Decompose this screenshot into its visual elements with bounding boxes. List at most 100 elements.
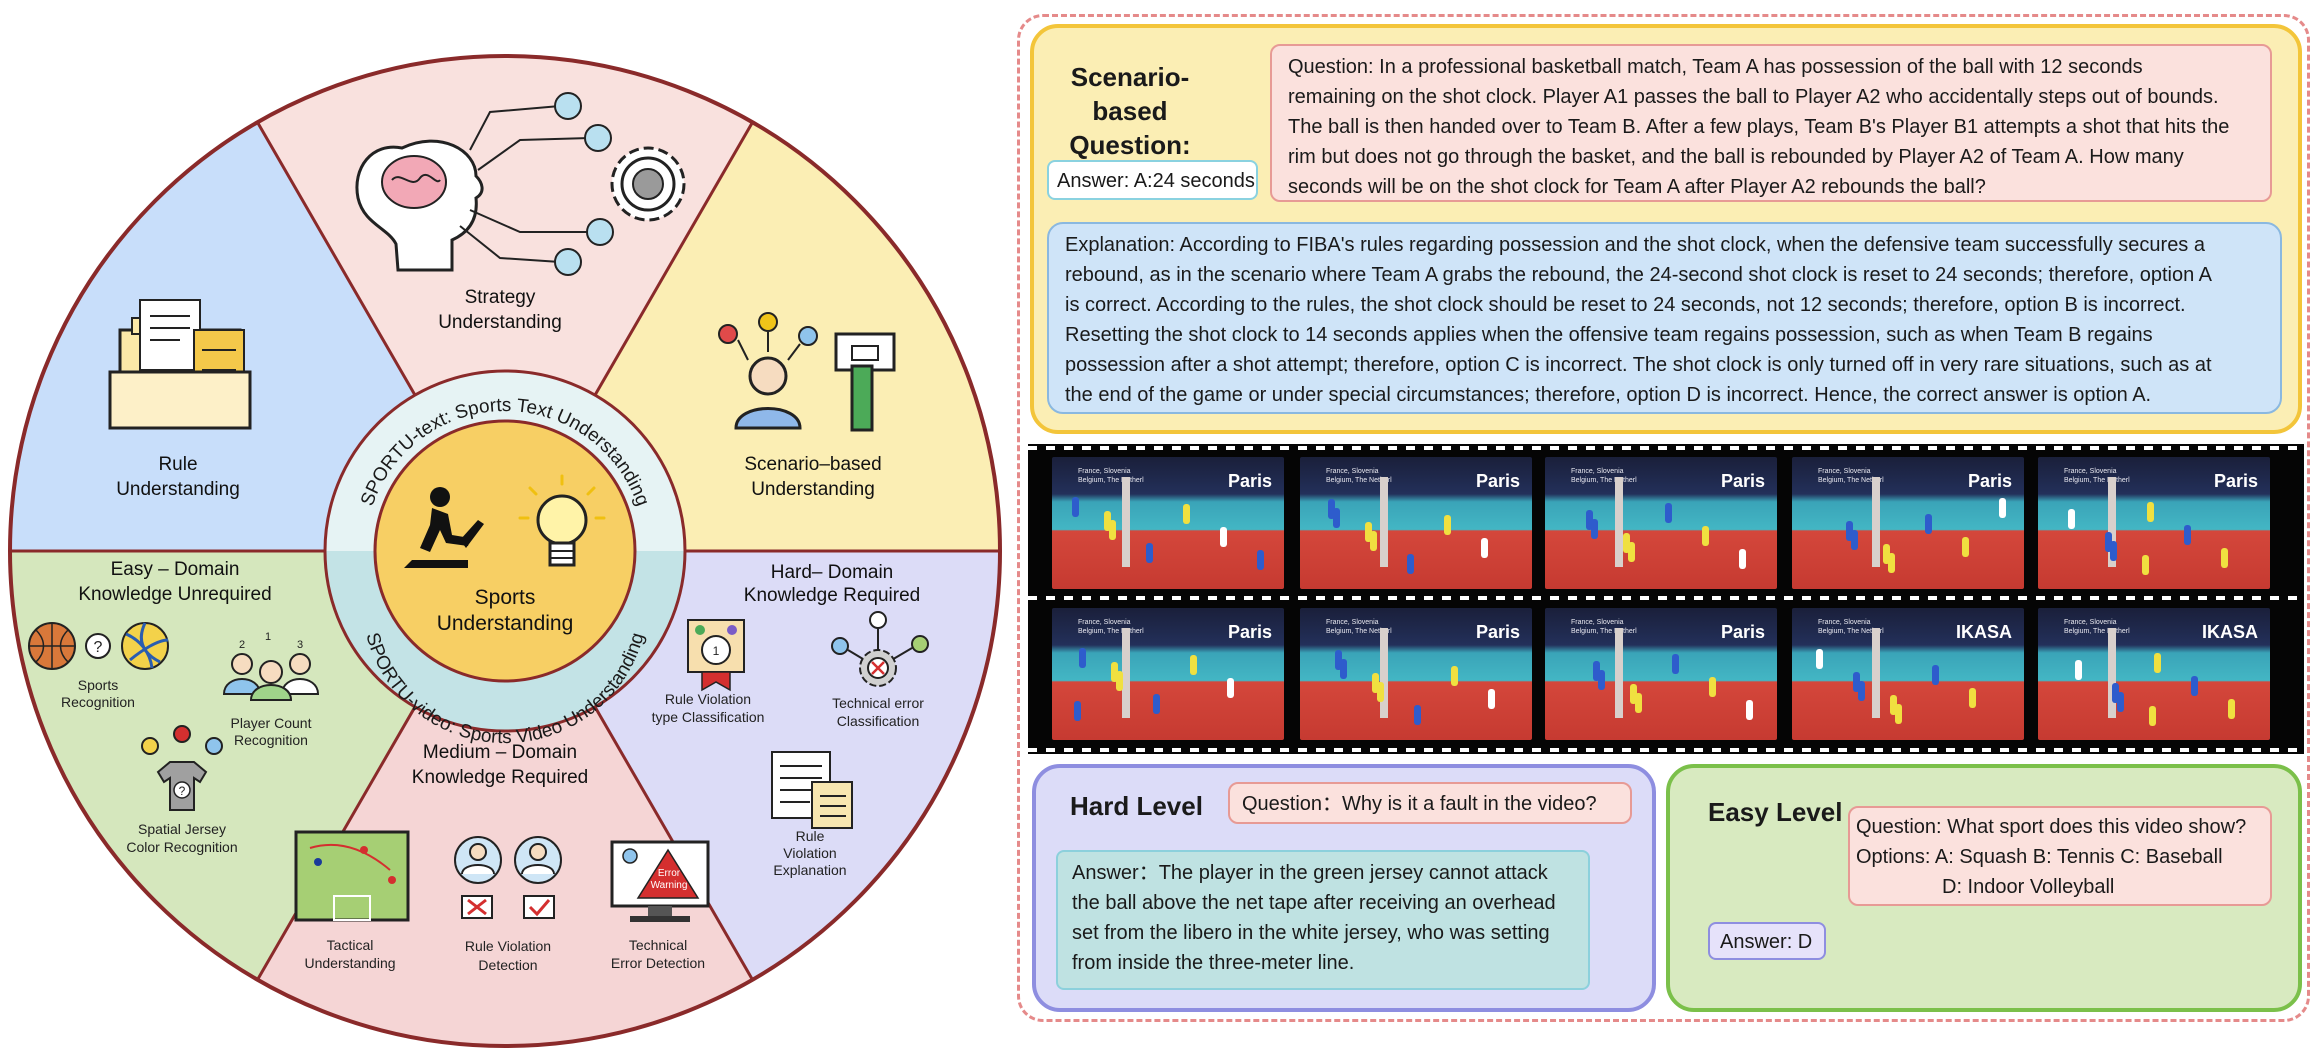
frame-player bbox=[1365, 522, 1372, 542]
frame-caption: France, Slovenia Belgium, The Netherl bbox=[1078, 618, 1144, 636]
frame-banner-text: Paris bbox=[1476, 471, 1520, 492]
frame-player bbox=[1074, 701, 1081, 721]
explanation-line: is correct. According to the rules, the … bbox=[1065, 290, 2264, 320]
video-frame: Paris France, Slovenia Belgium, The Nether… bbox=[1300, 608, 1532, 740]
frame-player bbox=[1335, 650, 1342, 670]
scenario-question-line: The ball is then handed over to Team B. … bbox=[1288, 112, 2254, 142]
frame-net bbox=[1872, 628, 1880, 718]
tech-error-line1: Technical bbox=[629, 937, 687, 953]
video-frame: Paris France, Slovenia Belgium, The Nether… bbox=[1300, 457, 1532, 589]
easy-question-bubble: Question: What sport does this video sho… bbox=[1848, 806, 2272, 906]
video-frame: Paris France, Slovenia Belgium, The Nether… bbox=[1545, 608, 1777, 740]
hard-answer-line: the ball above the net tape after receiv… bbox=[1072, 888, 1574, 918]
scenario-question-bubble: Question: In a professional basketball m… bbox=[1270, 44, 2272, 202]
hard-answer-bubble: Answer：The player in the green jersey ca… bbox=[1056, 850, 1590, 990]
frame-caption-line1: France, Slovenia bbox=[1078, 618, 1144, 627]
frame-player bbox=[2112, 683, 2119, 703]
scenario-label-line2: Understanding bbox=[751, 479, 875, 500]
scenario-answer-bubble: Answer: A:24 seconds bbox=[1047, 160, 1258, 200]
scenario-question-line: Question: In a professional basketball m… bbox=[1288, 52, 2254, 82]
frame-caption-line2: Belgium, The Netherl bbox=[1078, 476, 1144, 485]
rv-expl-line2: Violation bbox=[783, 845, 836, 861]
filmstrip-perforation-top bbox=[1028, 446, 2304, 450]
strategy-label-line1: Strategy bbox=[465, 287, 536, 308]
frame-net bbox=[1380, 477, 1388, 567]
scenario-question-line: remaining on the shot clock. Player A1 p… bbox=[1288, 82, 2254, 112]
frame-caption-line1: France, Slovenia bbox=[1571, 467, 1637, 476]
frame-caption-line2: Belgium, The Netherl bbox=[2064, 476, 2130, 485]
frame-player bbox=[2075, 660, 2082, 680]
frame-player bbox=[1328, 499, 1335, 519]
frame-player bbox=[1890, 695, 1897, 715]
rv-type-line2: type Classification bbox=[652, 709, 765, 725]
tactical-line1: Tactical bbox=[327, 937, 374, 953]
rule-violation-line2: Detection bbox=[478, 957, 537, 973]
frame-banner-text: Paris bbox=[1721, 622, 1765, 643]
frame-player bbox=[1488, 689, 1495, 709]
scenario-explanation-bubble: Explanation: According to FIBA's rules r… bbox=[1047, 222, 2282, 414]
frame-player bbox=[1414, 705, 1421, 725]
frame-player bbox=[1962, 537, 1969, 557]
frame-player bbox=[2154, 653, 2161, 673]
rv-expl-line3: Explanation bbox=[773, 862, 846, 878]
rv-type-line1: Rule Violation bbox=[665, 691, 751, 707]
video-frame: IKASA France, Slovenia Belgium, The Nether… bbox=[1792, 608, 2024, 740]
svg-text:Error: Error bbox=[658, 868, 681, 879]
medium-label-line1: Medium – Domain bbox=[423, 742, 577, 763]
sports-understanding-wheel: SPORTU-text: Sports Text Understanding S… bbox=[0, 0, 1010, 1051]
frame-banner-text: Paris bbox=[1228, 471, 1272, 492]
frame-player bbox=[1481, 538, 1488, 558]
hard-label-line1: Hard– Domain bbox=[771, 562, 894, 583]
scenario-title: Scenario-based Question: bbox=[1040, 60, 1220, 162]
scenario-question-line: rim but does not go through the basket, … bbox=[1288, 142, 2254, 172]
frame-player bbox=[1702, 526, 1709, 546]
frame-banner-text: IKASA bbox=[1956, 622, 2012, 643]
sports-recognition-line2: Recognition bbox=[61, 694, 135, 710]
easy-answer-text: Answer: D bbox=[1720, 931, 1812, 953]
video-frame: Paris France, Slovenia Belgium, The Nether… bbox=[1052, 457, 1284, 589]
hard-question-text: Question：Why is it a fault in the video? bbox=[1242, 793, 1597, 815]
hard-answer-line: set from the libero in the white jersey,… bbox=[1072, 918, 1574, 948]
hard-question-bubble: Question：Why is it a fault in the video? bbox=[1228, 782, 1632, 824]
rule-violation-line1: Rule Violation bbox=[465, 938, 551, 954]
frame-net bbox=[1615, 628, 1623, 718]
gear-icon bbox=[612, 148, 684, 220]
frame-caption: France, Slovenia Belgium, The Netherl bbox=[1078, 467, 1144, 485]
hard-level-title: Hard Level bbox=[1070, 790, 1203, 822]
frame-player bbox=[1111, 662, 1118, 682]
frame-banner-text: Paris bbox=[1476, 622, 1520, 643]
svg-text:?: ? bbox=[94, 639, 103, 656]
frame-player bbox=[1816, 649, 1823, 669]
frame-player bbox=[2068, 509, 2075, 529]
frame-player bbox=[1630, 684, 1637, 704]
frame-player bbox=[1104, 511, 1111, 531]
easy-level-title: Easy Level bbox=[1708, 796, 1842, 828]
scenario-title-line2: Question: bbox=[1040, 128, 1220, 162]
scenario-answer-text: Answer: A:24 seconds bbox=[1057, 170, 1255, 192]
frame-player bbox=[1451, 666, 1458, 686]
frame-caption-line1: France, Slovenia bbox=[1571, 618, 1637, 627]
frame-player bbox=[1709, 677, 1716, 697]
medium-label-line2: Knowledge Required bbox=[412, 767, 588, 788]
frame-net bbox=[1380, 628, 1388, 718]
explanation-line: the end of the game or under special cir… bbox=[1065, 380, 2264, 410]
frame-player bbox=[1672, 654, 1679, 674]
strategy-label-line2: Understanding bbox=[438, 312, 562, 333]
frame-player bbox=[2191, 676, 2198, 696]
frame-net bbox=[1872, 477, 1880, 567]
frame-caption: France, Slovenia Belgium, The Netherl bbox=[1571, 467, 1637, 485]
frame-player bbox=[1846, 521, 1853, 541]
frame-caption-line1: France, Slovenia bbox=[2064, 467, 2130, 476]
frame-caption: France, Slovenia Belgium, The Netherl bbox=[2064, 618, 2130, 636]
easy-question-text: Question: What sport does this video sho… bbox=[1856, 812, 2264, 842]
frame-caption-line2: Belgium, The Netherl bbox=[1571, 476, 1637, 485]
frame-player bbox=[1932, 665, 1939, 685]
frame-player bbox=[1444, 515, 1451, 535]
filmstrip-perforation-middle bbox=[1028, 596, 2304, 600]
frame-player bbox=[1372, 673, 1379, 693]
scenario-question-line: seconds will be on the shot clock for Te… bbox=[1288, 172, 2254, 202]
question-icon: ? bbox=[86, 634, 110, 658]
frame-player bbox=[2228, 699, 2235, 719]
explanation-line: Resetting the shot clock to 14 seconds a… bbox=[1065, 320, 2264, 350]
frame-caption-line1: France, Slovenia bbox=[1078, 467, 1144, 476]
